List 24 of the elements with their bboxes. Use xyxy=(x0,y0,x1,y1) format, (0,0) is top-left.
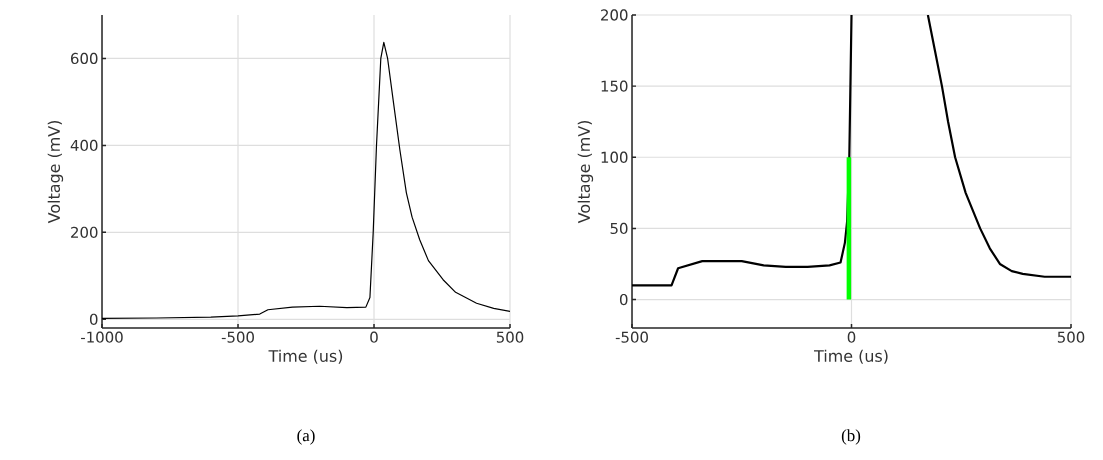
x-tick-label: 500 xyxy=(1057,331,1085,343)
x-tick-label: -1000 xyxy=(81,331,123,343)
y-tick-label: 150 xyxy=(601,80,628,92)
y-tick-label: 200 xyxy=(601,9,628,21)
x-tick-label: 0 xyxy=(847,331,856,343)
x-tick-label: -500 xyxy=(221,331,254,343)
x-tick-label: 500 xyxy=(496,331,524,343)
y-tick-label: 0 xyxy=(89,313,98,325)
x-axis-title: Time (us) xyxy=(814,349,888,364)
x-tick-label: -500 xyxy=(615,331,648,343)
line-series xyxy=(926,14,1072,278)
x-tick-label: 0 xyxy=(370,331,378,343)
y-tick-label: 50 xyxy=(610,222,628,235)
text: (a) xyxy=(297,429,315,445)
line-series xyxy=(102,41,511,320)
y-tick-label: 100 xyxy=(601,151,628,163)
x-axis-title: Time (us) xyxy=(268,349,343,364)
y-tick-label: 200 xyxy=(71,226,98,239)
y-tick-label: 0 xyxy=(619,293,628,306)
y-axis-title: Voltage (mV) xyxy=(577,121,594,224)
y-tick-label: 600 xyxy=(71,52,98,65)
y-axis-title: Voltage (mV) xyxy=(47,121,64,224)
y-tick-label: 400 xyxy=(70,139,98,152)
text: (b) xyxy=(841,429,861,445)
